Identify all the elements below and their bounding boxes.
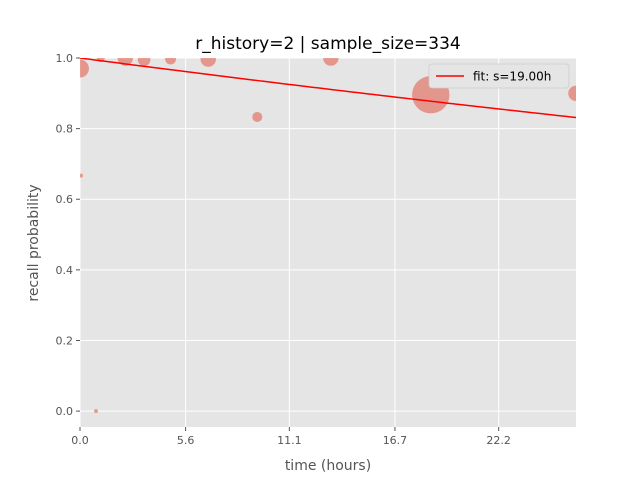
x-tick-label: 22.2 — [486, 434, 511, 447]
y-tick-label: 0.8 — [56, 123, 74, 136]
y-tick-label: 0.4 — [56, 264, 74, 277]
x-axis-ticks: 0.0 5.6 11.1 16.7 22.2 — [71, 427, 511, 447]
y-tick-label: 0.0 — [56, 405, 74, 418]
y-tick-label: 1.0 — [56, 52, 74, 65]
plot-area — [80, 58, 576, 427]
x-tick-label: 16.7 — [383, 434, 408, 447]
fit-line — [80, 58, 576, 119]
x-tick-label: 0.0 — [71, 434, 89, 447]
y-tick-label: 0.6 — [56, 193, 74, 206]
grid-lines — [79, 57, 576, 427]
data-point — [252, 111, 263, 122]
y-tick-label: 0.2 — [56, 334, 74, 347]
data-point — [80, 173, 83, 178]
data-point — [80, 59, 89, 78]
legend: fit: s=19.00h — [428, 63, 570, 89]
chart-title: r_history=2 | sample_size=334 — [195, 34, 461, 54]
data-point — [137, 58, 151, 67]
y-axis-ticks: 0.0 0.2 0.4 0.6 0.8 1.0 — [56, 52, 80, 418]
data-point — [94, 409, 99, 414]
data-point — [200, 58, 216, 67]
x-tick-label: 11.1 — [277, 434, 302, 447]
data-point — [568, 85, 576, 102]
x-tick-label: 5.6 — [177, 434, 195, 447]
x-axis-label: time (hours) — [285, 458, 371, 474]
y-axis-label: recall probability — [26, 184, 42, 301]
legend-fit-label: fit: s=19.00h — [473, 70, 551, 84]
data-point — [165, 58, 177, 65]
data-point — [323, 58, 339, 66]
legend-box — [428, 63, 570, 89]
